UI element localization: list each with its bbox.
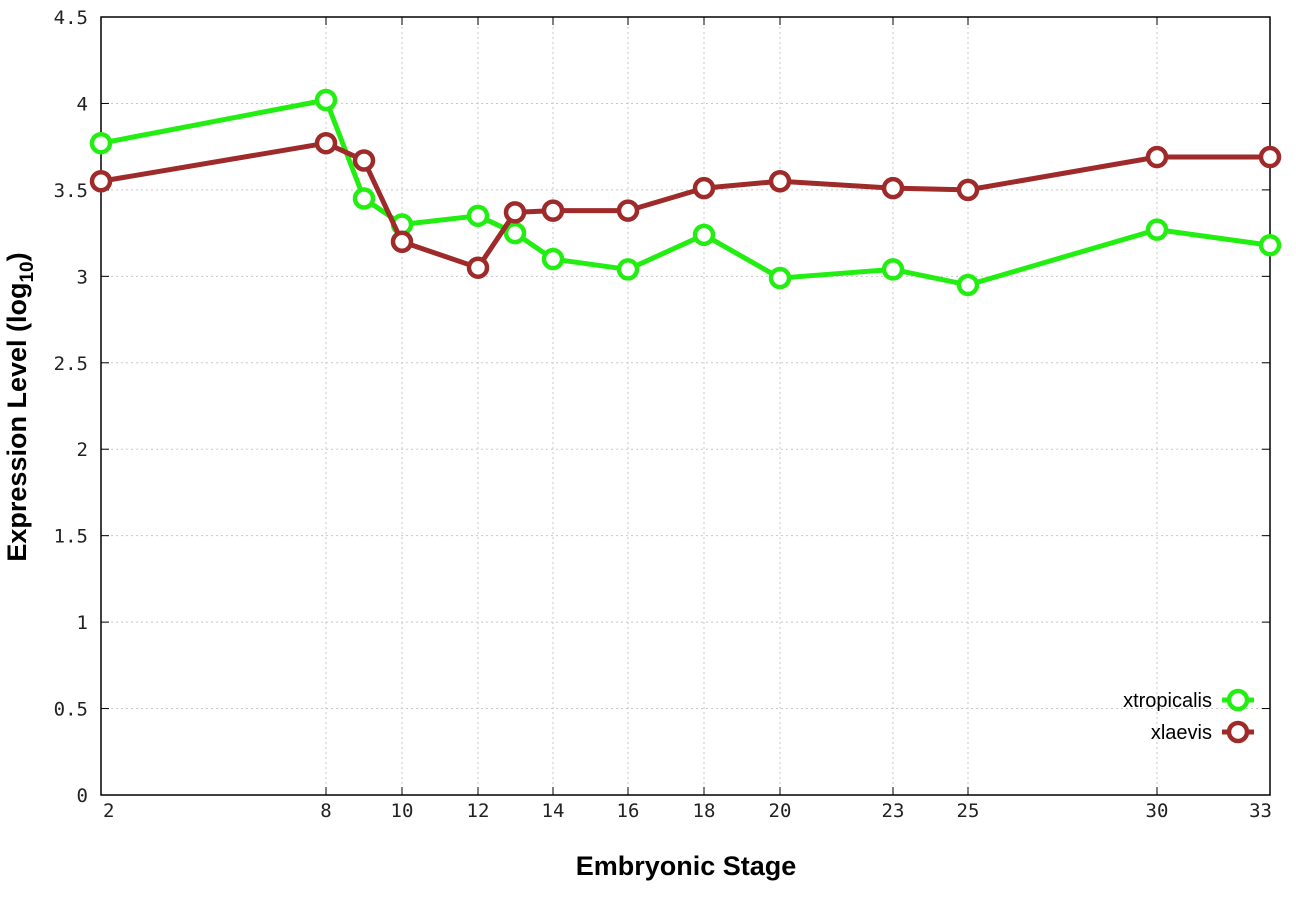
legend-swatch-marker: [1226, 720, 1250, 744]
data-point: [1145, 145, 1169, 169]
data-point: [956, 178, 980, 202]
data-point: [616, 258, 640, 281]
x-tick-label: 14: [542, 800, 565, 822]
legend: xtropicalis xlaevis: [1123, 688, 1254, 744]
x-tick-label: 18: [693, 800, 716, 822]
y-tick-labels: 0 0.5 1 1.5 2 2.5 3 3.5 4 4.5: [54, 7, 88, 807]
data-point: [541, 199, 565, 222]
grid-lines: [101, 17, 1270, 795]
data-point: [314, 131, 338, 155]
series-xlaevis: [89, 131, 1282, 279]
legend-label: xtropicalis: [1123, 690, 1212, 712]
data-point: [352, 187, 376, 210]
y-tick-label: 2: [77, 439, 88, 461]
data-point: [503, 221, 527, 245]
axis-ticks: [100, 16, 1271, 796]
y-tick-label: 1: [77, 612, 88, 634]
x-tick-label: 23: [882, 800, 905, 822]
x-tick-labels: 2 8 10 12 14 16 18 20 23 25 30 33: [103, 800, 1272, 822]
y-axis-title-sub: 10: [17, 261, 38, 282]
y-tick-label: 4.5: [54, 7, 88, 29]
x-tick-label: 20: [769, 800, 792, 822]
y-tick-label: 2.5: [54, 353, 88, 375]
x-tick-label: 25: [957, 800, 980, 822]
data-point: [541, 247, 565, 271]
data-point: [466, 204, 490, 228]
series-layer: [89, 88, 1282, 297]
data-point: [1145, 218, 1169, 241]
data-point: [352, 149, 376, 172]
y-axis-title-close: ): [2, 252, 32, 261]
data-point: [881, 176, 905, 200]
x-tick-label: 33: [1249, 800, 1272, 822]
y-tick-label: 0.5: [54, 699, 88, 721]
data-point: [616, 199, 640, 222]
series-line: [100, 140, 1270, 271]
y-tick-label: 4: [77, 93, 88, 115]
x-axis-title: Embryonic Stage: [576, 851, 797, 881]
y-tick-label: 1.5: [54, 526, 88, 548]
data-point: [89, 131, 113, 155]
x-tick-label: 30: [1146, 800, 1169, 822]
legend-label: xlaevis: [1151, 722, 1212, 744]
x-tick-label: 12: [467, 800, 490, 822]
y-axis-title: Expression Level (log10): [2, 252, 38, 561]
data-point: [89, 169, 113, 193]
data-point: [1258, 145, 1282, 169]
y-tick-label: 3.5: [54, 180, 88, 202]
data-point: [692, 176, 716, 200]
y-tick-label: 0: [77, 785, 88, 807]
data-point: [466, 256, 490, 279]
legend-swatch-marker: [1226, 688, 1250, 712]
y-axis-title-main: Expression Level (log: [2, 283, 32, 562]
x-tick-label: 16: [617, 800, 640, 822]
data-point: [956, 273, 980, 297]
data-point: [503, 201, 527, 224]
data-point: [768, 266, 792, 290]
data-point: [692, 223, 716, 247]
x-tick-label: 10: [391, 800, 414, 822]
data-point: [390, 230, 414, 254]
series-xtropicalis: [89, 88, 1282, 297]
x-tick-label: 2: [103, 800, 114, 822]
data-point: [768, 169, 792, 193]
data-point: [314, 88, 338, 112]
plot-frame: [100, 16, 1271, 796]
data-point: [1258, 233, 1282, 257]
y-tick-label: 3: [77, 266, 88, 288]
x-tick-label: 8: [320, 800, 331, 822]
data-point: [881, 258, 905, 281]
